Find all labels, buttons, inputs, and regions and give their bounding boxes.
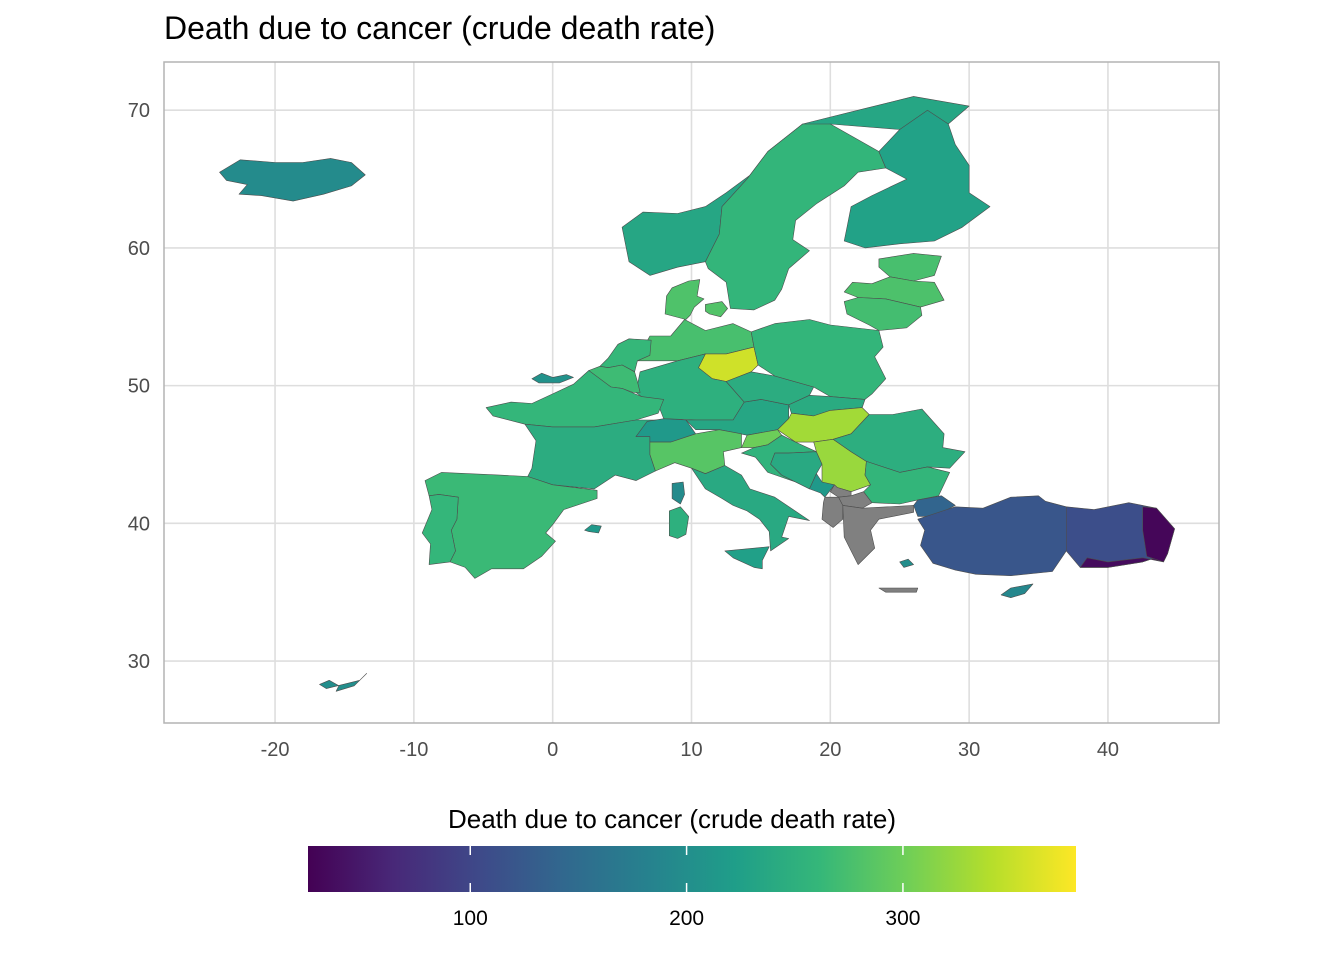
region-cyprus: Cyprus xyxy=(1000,583,1034,598)
region-ireland: Ireland xyxy=(531,372,574,384)
x-tick-label: 20 xyxy=(819,739,841,761)
region-turkey-west: Turkey (west) xyxy=(917,495,1067,576)
region-italy-north: Italy (north) xyxy=(649,429,742,474)
legend-tick-label: 300 xyxy=(885,907,920,930)
region-turkey-thrace: Turkey (Thrace) xyxy=(913,495,956,517)
region-finland: Finland xyxy=(843,109,991,249)
x-tick-label: 0 xyxy=(547,739,558,761)
region-sweden: Sweden xyxy=(705,123,887,311)
region-greece: Greece xyxy=(842,505,914,565)
region-turkey-far-east: Turkey (far east) xyxy=(1142,506,1175,563)
panel-border xyxy=(163,61,1220,724)
x-tick-label: 10 xyxy=(680,739,702,761)
region-romania: Romania xyxy=(832,408,966,473)
legend-tick-label: 200 xyxy=(669,907,704,930)
region-france-south: France (south) xyxy=(524,419,658,490)
map-regions: IcelandNorwaySwedenFinlandEstoniaLatviaL… xyxy=(219,96,1175,692)
region-italy-centre-south: Italy (centre/south) xyxy=(691,465,810,552)
region-denmark-islands: Denmark islands xyxy=(705,301,728,318)
axis-labels: -20 -10 0 10 20 30 40 30 40 50 60 70 xyxy=(128,100,1119,761)
region-crete: Crete xyxy=(878,587,919,593)
region-france-north: France (north) xyxy=(485,370,664,428)
y-tick-label: 50 xyxy=(128,376,150,398)
y-tick-label: 40 xyxy=(128,513,150,535)
chart-title: Death due to cancer (crude death rate) xyxy=(164,10,716,46)
region-poland: Poland xyxy=(750,319,887,400)
region-sicily: Sicily xyxy=(724,546,770,570)
legend-tick-label: 100 xyxy=(453,907,488,930)
x-tick-label: -20 xyxy=(261,739,290,761)
region-norway: Norway xyxy=(621,96,970,276)
region-iceland: Iceland xyxy=(219,158,366,202)
y-tick-label: 60 xyxy=(128,238,150,260)
region-estonia: Estonia xyxy=(878,253,942,282)
region-canary-islands: Canary Islands xyxy=(319,673,367,692)
x-tick-label: -10 xyxy=(399,739,428,761)
region-hungary: Hungary xyxy=(777,407,870,443)
region-austria: Austria xyxy=(685,399,789,436)
legend-ticks: 100 200 300 xyxy=(453,846,920,930)
region-aegean-islands: Aegean islands xyxy=(899,558,914,568)
region-corsica: Corsica xyxy=(671,481,685,505)
legend-title: Death due to cancer (crude death rate) xyxy=(447,804,897,834)
region-denmark: Denmark xyxy=(664,279,705,320)
region-sardinia: Sardinia xyxy=(669,506,689,539)
x-tick-label: 30 xyxy=(958,739,980,761)
legend-colorbar xyxy=(308,846,1076,892)
y-tick-label: 30 xyxy=(128,651,150,673)
y-tick-label: 70 xyxy=(128,100,150,122)
region-balearic-islands: Balearic Islands xyxy=(584,524,602,534)
region-portugal: Portugal xyxy=(421,494,459,565)
x-tick-label: 40 xyxy=(1097,739,1119,761)
region-lithuania: Lithuania xyxy=(843,297,923,331)
